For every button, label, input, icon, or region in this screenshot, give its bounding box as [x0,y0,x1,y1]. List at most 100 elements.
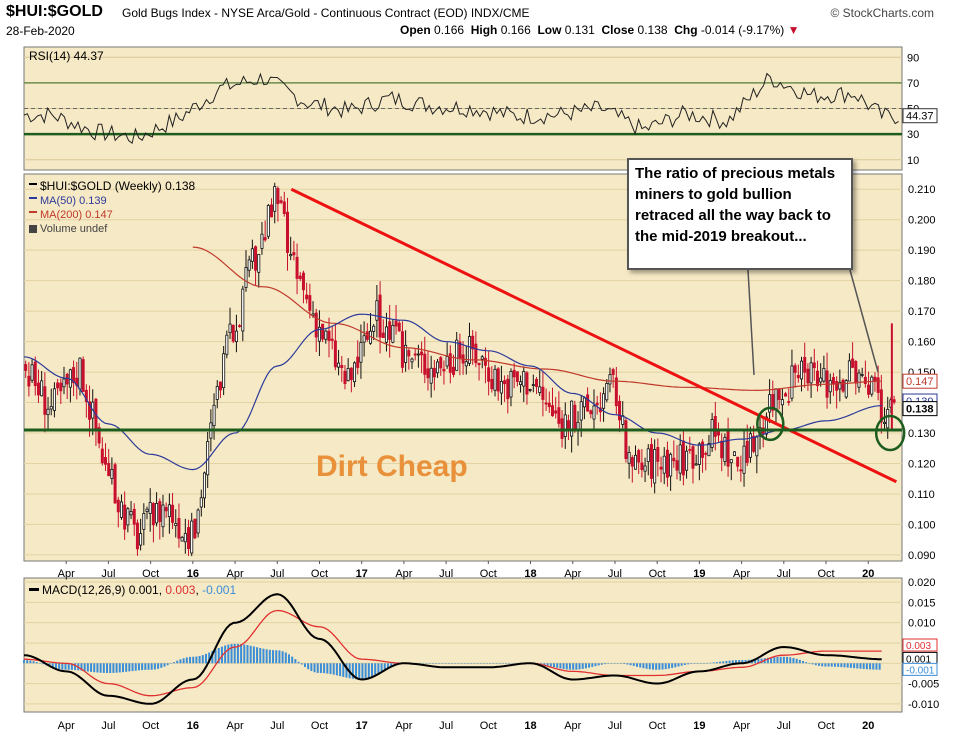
price-bar [81,356,85,392]
price-bar [177,503,181,548]
price-tick-label: 0.170 [908,306,936,318]
annotation-pointer [849,269,879,373]
macd-legend: MACD(12,26,9) 0.001, 0.003, -0.001 [42,583,236,597]
price-bar [413,348,417,361]
macd-x-tick-label: Oct [649,720,666,732]
price-bar [135,519,139,556]
price-bar [624,418,628,463]
price-bar [589,409,593,419]
price-x-tick-label: Oct [649,568,666,580]
price-bar [857,369,861,393]
price-bar [285,197,289,271]
macd-tick-label: 0.020 [908,577,936,589]
price-bar [678,434,682,481]
price-bar [359,324,363,379]
price-bar [145,506,149,520]
price-bar [723,433,727,466]
price-bar [391,319,395,344]
price-bar [388,305,392,358]
price-legend-swatch [29,183,37,185]
price-bar [196,508,200,538]
rsi-legend: RSI(14) 44.37 [29,49,104,63]
price-bar [841,378,845,393]
price-bar [305,282,309,304]
rsi-line [23,72,899,145]
price-bar [439,355,443,376]
price-bar [614,367,618,415]
price-bar [356,340,360,375]
price-x-tick-label: 16 [187,568,199,580]
price-bar [333,324,337,371]
price-bar [550,387,554,417]
macd-x-tick-label: Jul [101,720,115,732]
price-legend-item: MA(50) 0.139 [40,195,107,207]
price-bar [222,346,226,396]
price-bar [33,356,37,396]
price-bar [554,396,558,419]
price-bar [340,355,344,382]
price-bar [611,367,615,388]
price-bar [455,331,459,371]
price-bar [806,363,810,391]
price-bar [870,375,874,397]
price-bar [155,492,159,527]
price-bar [88,385,92,437]
price-bar [665,441,669,487]
price-bar [694,454,698,466]
high-value: 0.166 [500,23,531,37]
price-bar [809,356,813,398]
symbol-title: $HUI:$GOLD [6,3,103,20]
price-tick-label: 0.190 [908,245,936,257]
price-bar [273,182,277,224]
price-bar [324,329,328,344]
price-bar [573,400,577,433]
price-bar [212,393,216,440]
price-bar [519,375,523,393]
price-bar [167,493,171,534]
price-bar [739,455,743,482]
price-bar [423,336,427,384]
price-bar [420,341,424,374]
price-bar [119,494,123,520]
price-bar [436,359,440,378]
price-bar [343,365,347,390]
macd-x-tick-label: 16 [187,720,199,732]
price-bar [292,240,296,261]
price-bar [515,371,519,387]
source-credit[interactable]: © StockCharts.com [830,6,934,20]
price-bar [710,412,714,452]
price-bar [697,442,701,481]
price-bar [784,391,788,397]
price-bar [404,330,408,372]
price-bar [132,503,136,536]
price-bar [844,379,848,399]
price-bar [161,494,165,538]
price-bar [522,366,526,402]
price-bar [381,319,385,338]
price-bar [863,360,867,388]
price-bar [30,359,34,383]
price-bar [467,322,471,367]
symbol-description: Gold Bugs Index - NYSE Arca/Gold - Conti… [122,6,530,20]
price-bar [618,395,622,433]
price-bar [97,423,101,449]
price-bar [432,360,436,391]
price-bar [123,491,127,540]
price-bar [544,388,548,411]
price-bar [627,446,631,479]
macd-x-tick-label: 17 [356,720,368,732]
price-x-tick-label: Jul [608,568,622,580]
price-bar [295,243,299,295]
price-bar [100,437,104,466]
price-bar [748,426,752,463]
price-bar [270,198,274,218]
price-bar [330,325,334,350]
price-bar [52,382,56,418]
price-bar [803,342,807,388]
price-x-tick-label: Jul [439,568,453,580]
price-bar [346,358,350,382]
down-arrow-icon: ▼ [787,23,800,37]
price-bar [362,321,366,357]
price-bar [796,364,800,383]
price-bar [547,391,551,413]
